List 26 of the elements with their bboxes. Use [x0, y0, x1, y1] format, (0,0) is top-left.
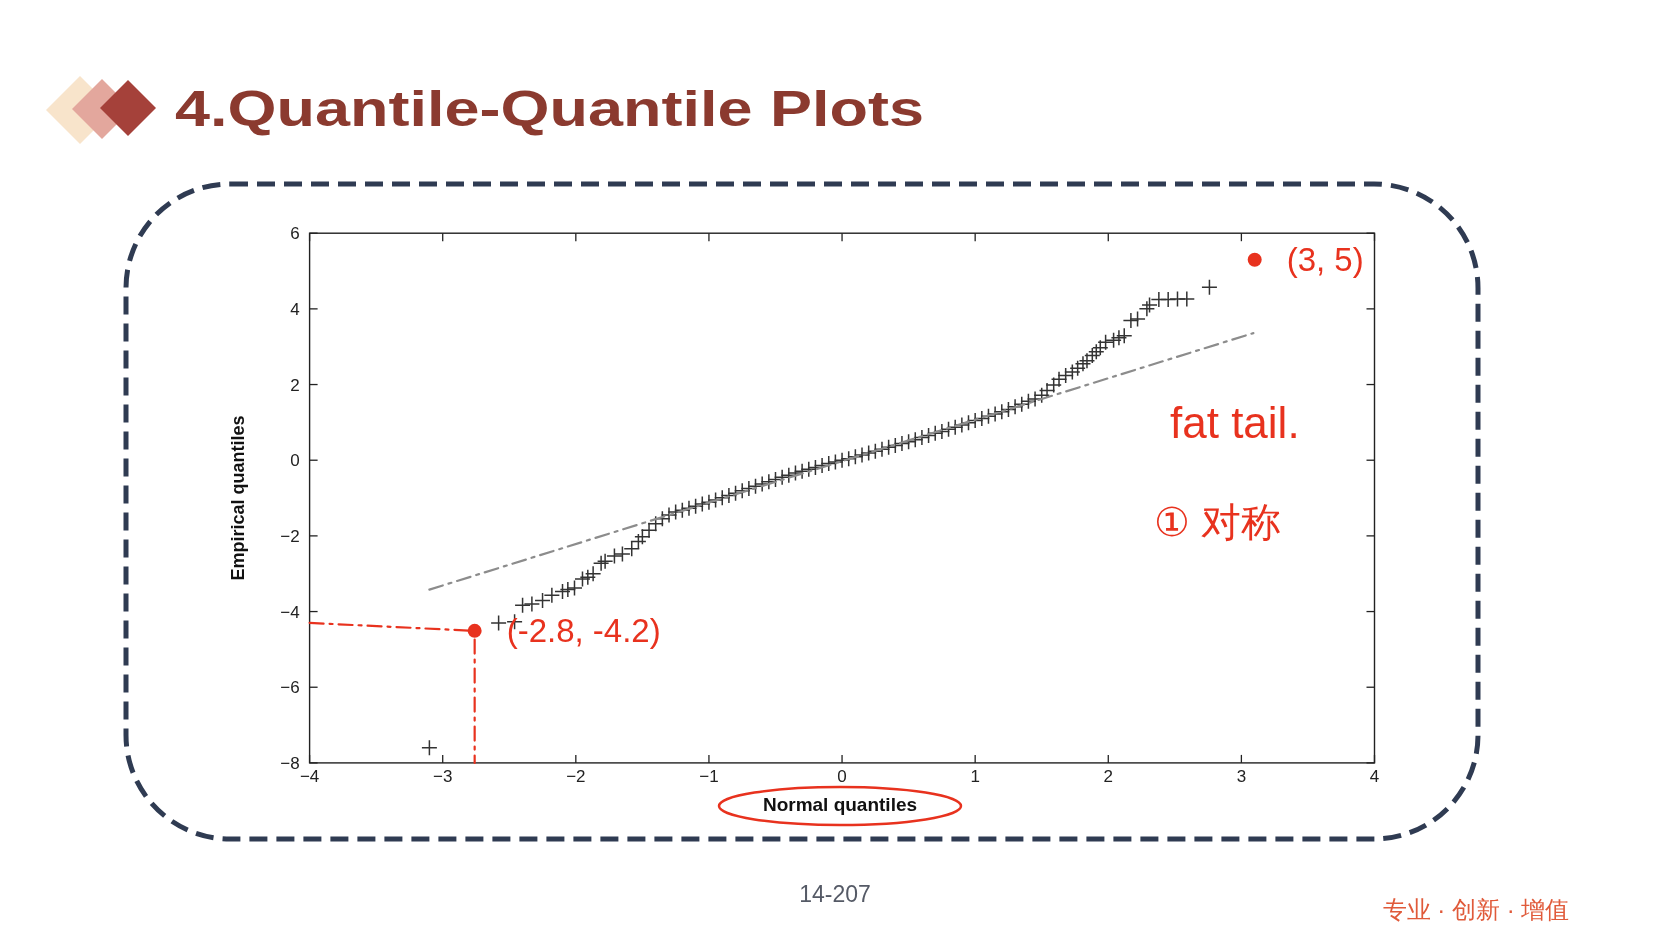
annotation: (-2.8, -4.2) — [506, 611, 661, 649]
xtick-label: 2 — [1103, 766, 1113, 786]
xtick-label: 4 — [1369, 766, 1380, 786]
xtick-label: −3 — [433, 766, 453, 786]
ytick-label: −4 — [280, 602, 300, 622]
title: 4.Quantile-Quantile Plots — [175, 81, 924, 137]
xtick-label: −4 — [299, 766, 320, 786]
xtick-label: 3 — [1236, 766, 1247, 786]
xtick-label: 1 — [970, 766, 980, 786]
ytick-label: −6 — [280, 678, 300, 698]
ytick-label: 6 — [290, 224, 300, 244]
ytick-label: 4 — [290, 299, 300, 319]
ytick-label: 0 — [290, 451, 300, 471]
annotation: 14-207 — [799, 881, 871, 907]
xlabel: Normal quantiles — [762, 794, 918, 815]
xtick-label: 0 — [837, 766, 847, 786]
xtick-label: −1 — [699, 766, 719, 786]
annotation: ① 对称 — [1154, 500, 1281, 544]
annotation: fat tail. — [1170, 398, 1300, 447]
annotation: 专业 · 创新 · 增值 — [1382, 896, 1570, 923]
ylabel: Empirical quantiles — [228, 415, 248, 581]
annotation: (3, 5) — [1286, 240, 1364, 278]
ytick-label: −8 — [280, 753, 300, 773]
ytick-label: −2 — [280, 526, 300, 546]
ytick-label: 2 — [290, 375, 300, 395]
xtick-label: −2 — [566, 766, 586, 786]
